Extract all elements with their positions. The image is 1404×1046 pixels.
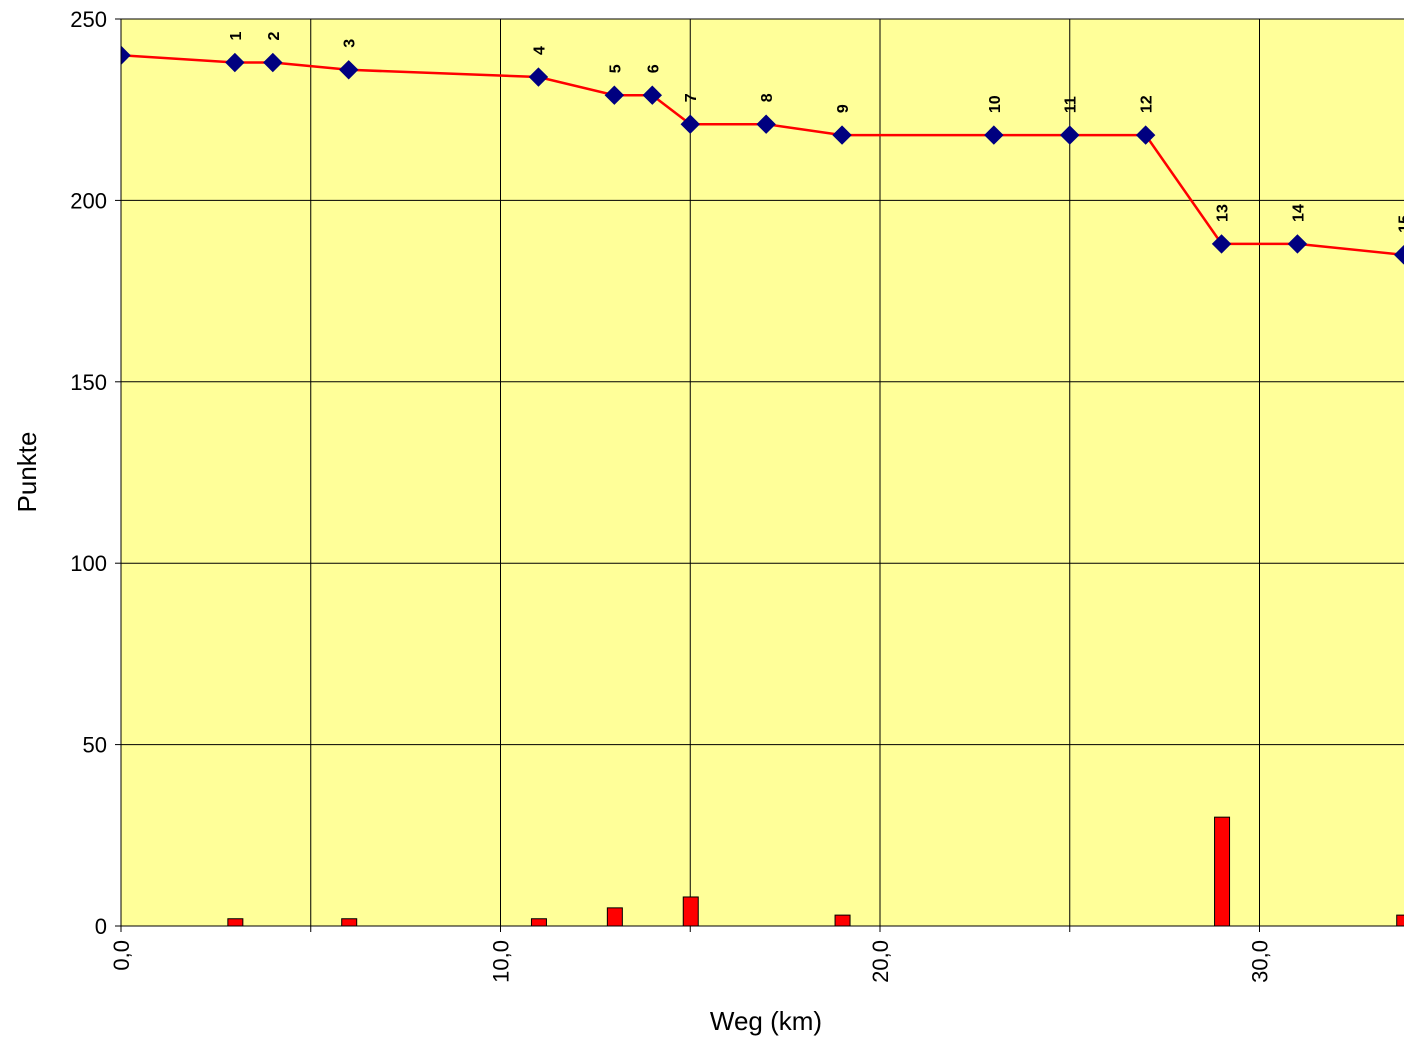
plot-background [121, 19, 1404, 926]
tick-labels: 0 50 100 150 200 250 0,0 10,0 20,0 30,0 [70, 7, 1272, 983]
x-axis-title: Weg (km) [710, 1006, 822, 1036]
y-tick-label: 200 [70, 188, 107, 213]
series-line [121, 54, 1404, 257]
bar [1396, 914, 1404, 927]
x-tick-label: 10,0 [489, 940, 514, 983]
x-tick-label: 0,0 [109, 940, 134, 971]
bar [341, 918, 358, 927]
bar [530, 918, 547, 927]
data-point-label: 15 [1397, 215, 1404, 233]
y-tick-label: 150 [70, 370, 107, 395]
data-point-label: 8 [759, 93, 776, 102]
data-point-label: 7 [683, 93, 700, 102]
data-point-marker [604, 85, 625, 105]
y-tick-label: 0 [95, 914, 107, 939]
data-point-label: 3 [342, 39, 359, 48]
y-tick-label: 250 [70, 7, 107, 32]
data-point-marker [984, 125, 1004, 145]
data-point-marker [121, 45, 131, 65]
data-point-marker [642, 85, 663, 105]
data-point-marker [1060, 125, 1080, 145]
data-point-label: 2 [266, 32, 283, 41]
bar [682, 896, 699, 927]
data-point-marker [680, 114, 700, 134]
data-point-label: 9 [835, 104, 852, 113]
x-tick-label: 30,0 [1248, 940, 1273, 983]
data-point-marker [225, 52, 245, 73]
data-point-marker [1135, 125, 1156, 145]
bar [606, 907, 623, 927]
axes [115, 18, 1404, 932]
data-point-marker [1287, 234, 1308, 254]
bar [834, 914, 851, 927]
data-point-marker [338, 60, 359, 80]
data-point-marker [832, 125, 852, 145]
data-point-label: 11 [1063, 96, 1080, 113]
data-point-marker [756, 114, 776, 134]
data-point-label: 10 [987, 95, 1004, 113]
data-point-marker [528, 67, 549, 87]
data-point-label: 12 [1139, 95, 1156, 113]
marker-series [121, 45, 1404, 265]
data-point-label: 5 [607, 64, 624, 73]
x-tick-label: 20,0 [868, 940, 893, 983]
data-point-label: 13 [1215, 204, 1232, 222]
bar [227, 918, 244, 927]
y-tick-label: 100 [70, 551, 107, 576]
data-point-marker [1211, 234, 1232, 254]
bar [1214, 816, 1231, 927]
grid [121, 18, 1404, 926]
data-point-marker [263, 52, 283, 73]
data-point-label: 1 [228, 32, 245, 41]
data-point-label: 4 [531, 46, 548, 55]
y-axis-title: Punkte [12, 432, 42, 513]
line-series [121, 54, 1404, 257]
y-tick-label: 50 [83, 733, 107, 758]
data-point-label: 14 [1290, 204, 1307, 222]
data-point-label: 6 [645, 64, 662, 73]
